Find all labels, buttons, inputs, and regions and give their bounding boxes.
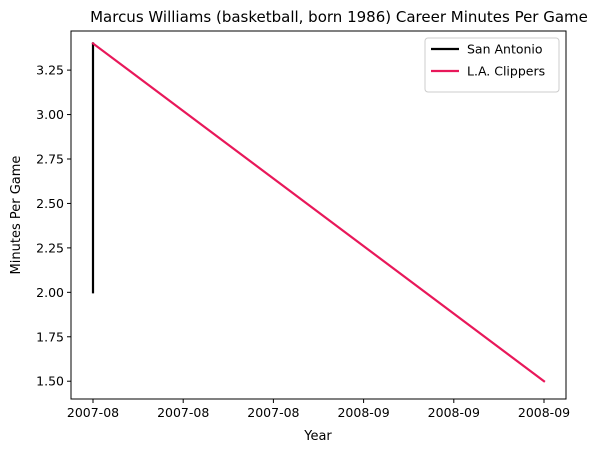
plot-area	[70, 30, 567, 400]
x-tick-label: 2007-08	[67, 405, 119, 420]
legend-box	[424, 37, 560, 93]
x-tick-label: 2008-09	[518, 405, 570, 420]
x-tick-label: 2007-08	[247, 405, 299, 420]
legend: San Antonio L.A. Clippers	[424, 37, 560, 93]
y-tick-label: 2.50	[36, 196, 64, 211]
y-tick-label: 3.00	[36, 107, 64, 122]
series-layer	[91, 41, 546, 383]
y-tick-label: 3.25	[36, 63, 64, 78]
y-tick-label: 1.75	[36, 329, 64, 344]
x-tick-label: 2007-08	[157, 405, 209, 420]
series-line-2	[91, 41, 546, 383]
y-axis: 1.50 1.75 2.00 2.25 2.50 2.75 3.00 3.25	[36, 63, 71, 389]
y-tick-label: 2.25	[36, 240, 64, 255]
chart-title: Marcus Williams (basketball, born 1986) …	[90, 8, 588, 26]
legend-label-2: L.A. Clippers	[467, 64, 545, 79]
x-axis-title: Year	[303, 429, 332, 444]
y-tick-label: 2.00	[36, 285, 64, 300]
legend-label-1: San Antonio	[467, 42, 543, 57]
y-tick-label: 1.50	[36, 374, 64, 389]
x-tick-label: 2008-09	[337, 405, 389, 420]
y-axis-title: Minutes Per Game	[9, 156, 24, 275]
x-tick-label: 2008-09	[428, 405, 480, 420]
plot-frame	[70, 30, 567, 400]
y-tick-label: 2.75	[36, 152, 64, 167]
x-axis: 2007-08 2007-08 2007-08 2008-09 2008-09 2008-…	[67, 399, 570, 420]
